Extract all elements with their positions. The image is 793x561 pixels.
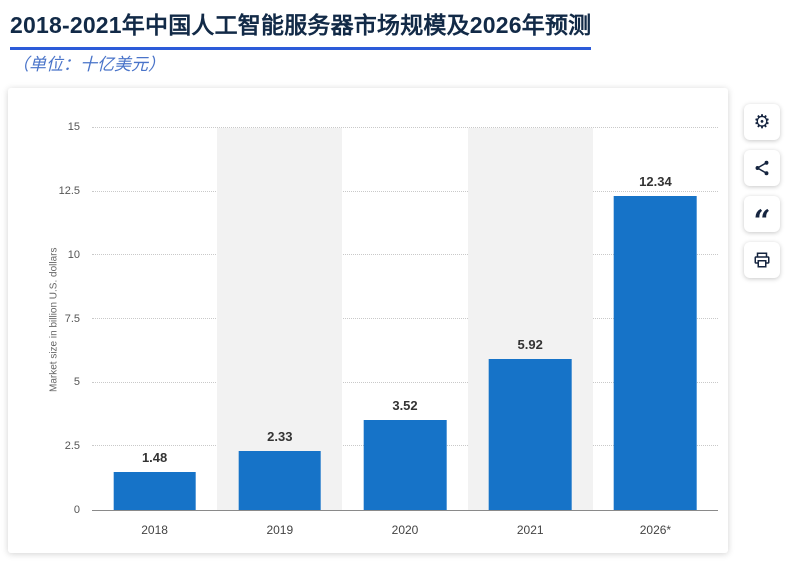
gridline: [92, 254, 718, 256]
share-button[interactable]: [744, 150, 780, 186]
bar-value-label: 1.48: [141, 450, 168, 466]
x-axis-label: 2019: [266, 523, 294, 537]
page-title: 2018-2021年中国人工智能服务器市场规模及2026年预测: [10, 6, 592, 50]
gridline: [92, 127, 718, 128]
y-axis-ticks: 0 2.5 5 7.5 10 12.5 15: [8, 121, 86, 516]
chart-column: 3.52: [342, 128, 467, 510]
chart-card: Market size in billion U.S. dollars 0 2.5…: [8, 88, 728, 553]
printer-icon: [753, 251, 771, 269]
bar-2026*[interactable]: [614, 195, 697, 510]
side-toolbar: ⚙ “: [744, 104, 780, 278]
gridline: [92, 381, 718, 383]
bar-2020[interactable]: [363, 420, 447, 510]
share-icon: [753, 159, 771, 177]
unit-subtitle: （单位：十亿美元）: [12, 55, 165, 74]
y-tick-label: 7.5: [64, 312, 80, 325]
y-tick-label: 15: [67, 121, 80, 133]
chart-column: 12.34: [593, 128, 718, 510]
chart-column: 2.33: [217, 128, 343, 510]
y-tick-label: 10: [67, 248, 80, 261]
settings-button[interactable]: ⚙: [744, 104, 780, 140]
x-axis-label: 2018: [141, 523, 168, 537]
gridline: [92, 318, 718, 319]
bar-columns: 1.48 2.33 3.52 5.92 12.34: [92, 128, 718, 510]
gridline: [92, 190, 718, 192]
y-tick-label: 5: [73, 376, 80, 389]
x-axis-label: 2026*: [639, 523, 672, 537]
bar-2018[interactable]: [113, 472, 196, 510]
bar-value-label: 5.92: [517, 337, 543, 353]
quote-icon: “: [753, 204, 771, 239]
bar-2021[interactable]: [488, 359, 572, 510]
x-axis-label: 2021: [516, 523, 544, 537]
bar-value-label: 2.33: [267, 428, 293, 444]
x-axis-label: 2020: [391, 523, 419, 537]
x-axis-labels: 2018 2019 2020 2021 2026*: [92, 523, 718, 541]
bar-2019[interactable]: [238, 450, 322, 510]
chart-column: 5.92: [467, 128, 593, 510]
chart-column: 1.48: [92, 128, 217, 510]
plot-area: 1.48 2.33 3.52 5.92 12.34: [92, 127, 718, 511]
y-tick-label: 12.5: [58, 184, 80, 197]
gear-icon: ⚙: [753, 110, 771, 133]
quote-button[interactable]: “: [744, 196, 780, 237]
y-tick-label: 2.5: [64, 440, 80, 453]
bar-value-label: 3.52: [392, 398, 418, 414]
bar-value-label: 12.34: [639, 173, 672, 189]
y-tick-label: 0: [73, 504, 80, 516]
print-button[interactable]: [744, 242, 780, 278]
